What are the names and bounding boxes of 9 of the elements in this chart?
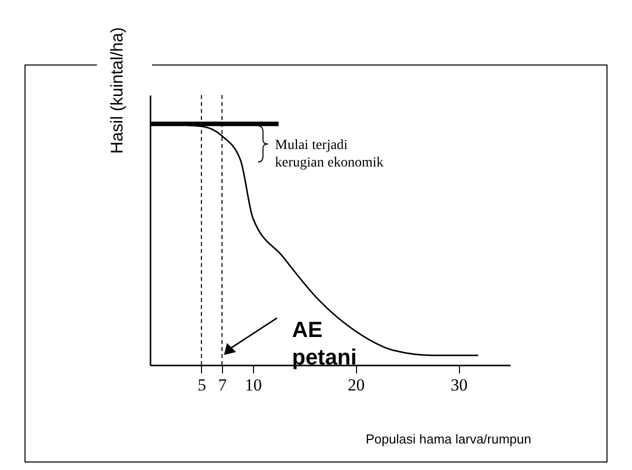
x-tick-label: 5	[198, 376, 206, 394]
annotation: AE petani	[292, 317, 357, 370]
x-axis-title: Populasi hama larva/rumpun	[366, 432, 532, 446]
annotation: Mulai terjadi kerugian ekonomik	[275, 138, 384, 170]
y-axis-title: Hasil (kuintal/ha)	[108, 27, 126, 154]
x-tick-label: 30	[450, 376, 468, 394]
x-tick-label: 7	[218, 376, 228, 394]
x-tick-label: 10	[244, 376, 262, 394]
x-tick-label: 20	[348, 376, 365, 394]
